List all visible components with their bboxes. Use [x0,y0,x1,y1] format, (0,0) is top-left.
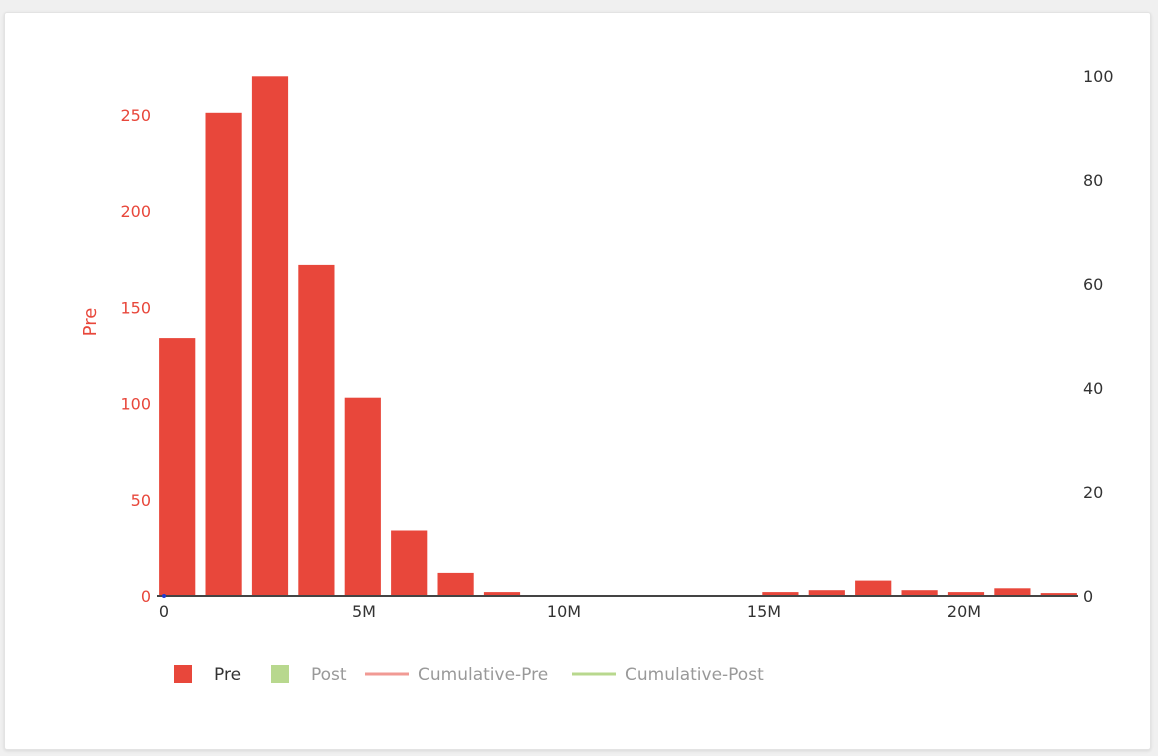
legend-label: Post [311,665,347,685]
x-tick-label: 5M [352,602,376,621]
y-tick-label: 250 [120,106,151,125]
y2-tick-label: 100 [1083,67,1114,86]
y2-tick-label: 40 [1083,379,1103,398]
bar [344,397,381,596]
legend-item-post[interactable]: Post [271,665,347,685]
x-axis: 0 5M 10M 15M 20M [159,594,981,621]
y-tick-label: 150 [120,298,151,317]
y-axis-label: Pre [80,308,101,337]
bar [205,112,242,597]
y-tick-label: 0 [141,587,151,606]
legend: Pre Post Cumulative-Pre Cumulative-Post [174,665,764,685]
y2-tick-label: 80 [1083,171,1103,190]
bar [1040,593,1077,596]
bar [159,338,196,596]
legend-swatch [271,665,289,683]
legend-swatch [174,665,192,683]
y2-tick-label: 0 [1083,587,1093,606]
right-y-axis: 0 20 40 60 80 100 [1083,67,1114,606]
legend-label: Pre [214,665,241,685]
y-tick-label: 100 [120,395,151,414]
legend-item-cumulative-pre[interactable]: Cumulative-Pre [365,665,548,685]
y2-tick-label: 20 [1083,483,1103,502]
left-y-axis: 0 50 100 150 200 250 [120,106,151,606]
legend-item-cumulative-post[interactable]: Cumulative-Post [572,665,764,685]
y2-tick-label: 60 [1083,275,1103,294]
x-tick-label: 10M [547,602,581,621]
legend-item-pre[interactable]: Pre [174,665,241,685]
x-tick-label: 20M [947,602,981,621]
bar [437,572,474,596]
bar [391,530,428,596]
bar [901,590,938,596]
legend-label: Cumulative-Pre [418,665,548,685]
bar [947,592,985,596]
origin-marker [162,594,166,598]
x-tick-label: 15M [747,602,781,621]
y-tick-label: 200 [120,202,151,221]
bar [298,264,335,596]
bar [855,580,892,596]
y-tick-label: 50 [131,491,151,510]
legend-label: Cumulative-Post [625,665,764,685]
bars-layer [159,76,1077,597]
bar [762,592,799,596]
bar [994,588,1031,596]
x-tick-label: 0 [159,602,169,621]
bar [483,592,521,596]
bar [251,76,289,597]
bar [808,590,845,596]
